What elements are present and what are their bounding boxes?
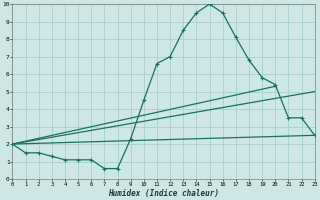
X-axis label: Humidex (Indice chaleur): Humidex (Indice chaleur) <box>108 189 219 198</box>
